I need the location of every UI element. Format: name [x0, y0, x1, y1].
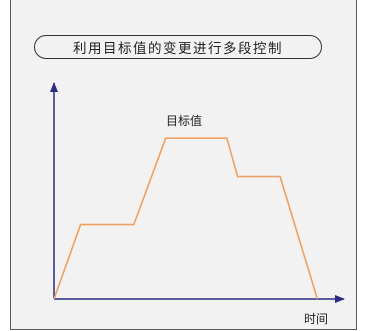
x-axis-label: 时间 — [304, 312, 328, 326]
y-axis-label: 目标值 — [166, 113, 202, 128]
chart-title: 利用目标值的变更进行多段控制 — [34, 35, 322, 59]
series-line-target-value — [53, 137, 319, 300]
